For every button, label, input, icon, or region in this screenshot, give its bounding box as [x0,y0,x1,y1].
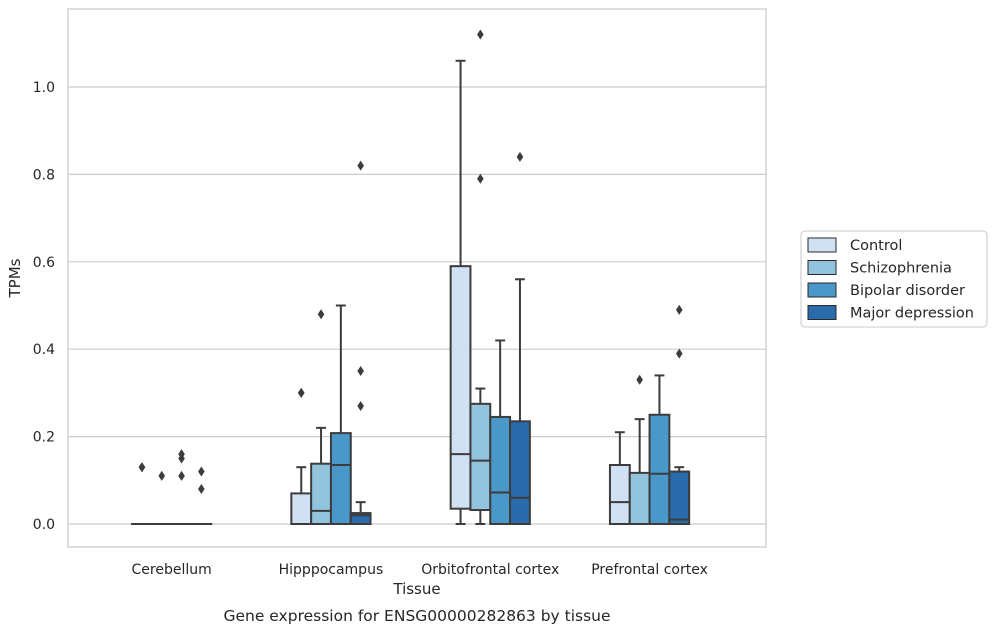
outlier-point [477,173,484,184]
box-group [648,374,671,525]
legend-swatch [807,237,837,253]
y-tick-label: 0.0 [33,517,55,533]
y-tick-label: 0.6 [33,255,55,271]
x-tick-label: Prefrontal cortex [591,562,708,578]
outlier-point [198,484,205,495]
plot-frame [67,8,767,548]
box-plots [131,29,691,526]
y-axis-label: TPMs [6,258,24,298]
outlier-point [178,449,185,460]
box [509,420,531,525]
outlier-point [158,470,166,481]
outlier-point [198,466,205,477]
box [628,471,651,526]
box [608,464,631,526]
outlier-point [357,401,364,412]
legend-label: Schizophrenia [850,261,952,277]
legend-frame [800,230,988,328]
box-group [349,160,372,526]
legend-label: Major depression [850,306,974,322]
box [349,512,372,526]
box-group [489,339,512,525]
outlier-point [636,374,643,385]
box-group [190,466,213,526]
legend-swatch [807,260,837,275]
y-tick-label: 0.8 [33,167,55,183]
box-group [329,304,352,526]
legend-label: Control [850,238,902,254]
outlier-point [178,470,185,481]
box [469,402,492,512]
x-axis-label: Tissue [392,580,440,598]
box [310,462,332,525]
box-group [668,304,691,525]
outlier-point [297,387,305,398]
y-tick-label: 0.4 [33,342,55,358]
box-group [449,59,472,525]
box [668,470,691,525]
box [489,415,512,525]
y-tick-label: 0.2 [33,430,55,446]
outlier-point [138,462,146,473]
outlier-point [317,309,325,320]
box [329,432,352,526]
outlier-point [357,160,364,171]
outlier-point [357,366,364,377]
y-tick-label: 1.0 [33,80,55,96]
legend: Control Schizophrenia Bipolar disorder Majo… [800,230,988,328]
outlier-point [516,151,524,162]
box-group [509,151,531,525]
x-tick-label: Orbitofrontal cortex [421,562,559,578]
x-tick-label: Hipppocampus [279,562,384,578]
y-axis-ticks: 0.0 0.2 0.4 0.6 0.8 1.0 [33,80,55,533]
figure-caption: Gene expression for ENSG00000282863 by t… [223,607,610,625]
legend-label: Bipolar disorder [850,283,965,299]
x-axis-ticks: Cerebellum Hipppocampus Orbitofrontal cort… [132,562,708,578]
box [449,265,472,510]
box [648,413,671,525]
outlier-point [675,304,683,315]
outlier-point [477,29,484,40]
x-tick-label: Cerebellum [132,562,212,578]
box-group [290,387,313,526]
box [290,492,313,526]
outlier-point [675,348,683,359]
box-group [608,431,631,526]
legend-swatch [807,305,837,320]
legend-swatch [807,282,837,298]
